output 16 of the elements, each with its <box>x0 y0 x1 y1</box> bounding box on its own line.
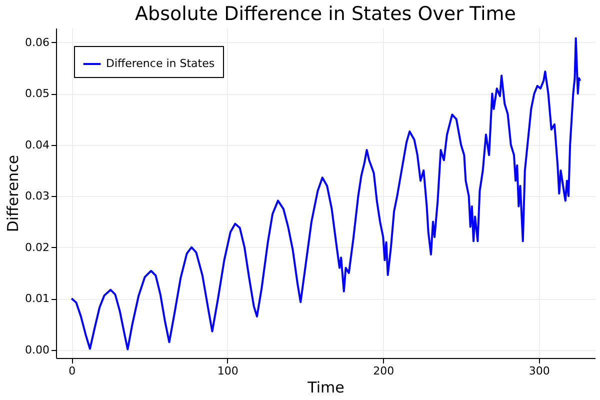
x-tick-label: 300 <box>528 364 550 378</box>
x-tick-label: 0 <box>68 364 76 378</box>
y-tick-label: 0.04 <box>25 138 50 152</box>
y-tick-label: 0.03 <box>25 190 50 203</box>
line-series <box>70 37 582 350</box>
y-tick-label: 0.05 <box>25 87 50 100</box>
x-tick-label: 200 <box>373 364 394 378</box>
y-axis-title: Difference <box>4 154 22 232</box>
y-tick-label: 0.01 <box>25 292 50 306</box>
chart-title: Absolute Difference in States Over Time <box>135 3 516 25</box>
x-tick-label: 100 <box>217 364 238 378</box>
legend-label: Difference in States <box>106 57 215 70</box>
x-axis-title: Time <box>306 378 344 396</box>
y-tick-label: 0.02 <box>25 240 50 254</box>
y-tick-label: 0.00 <box>25 343 50 356</box>
y-tick-label: 0.06 <box>25 36 50 49</box>
